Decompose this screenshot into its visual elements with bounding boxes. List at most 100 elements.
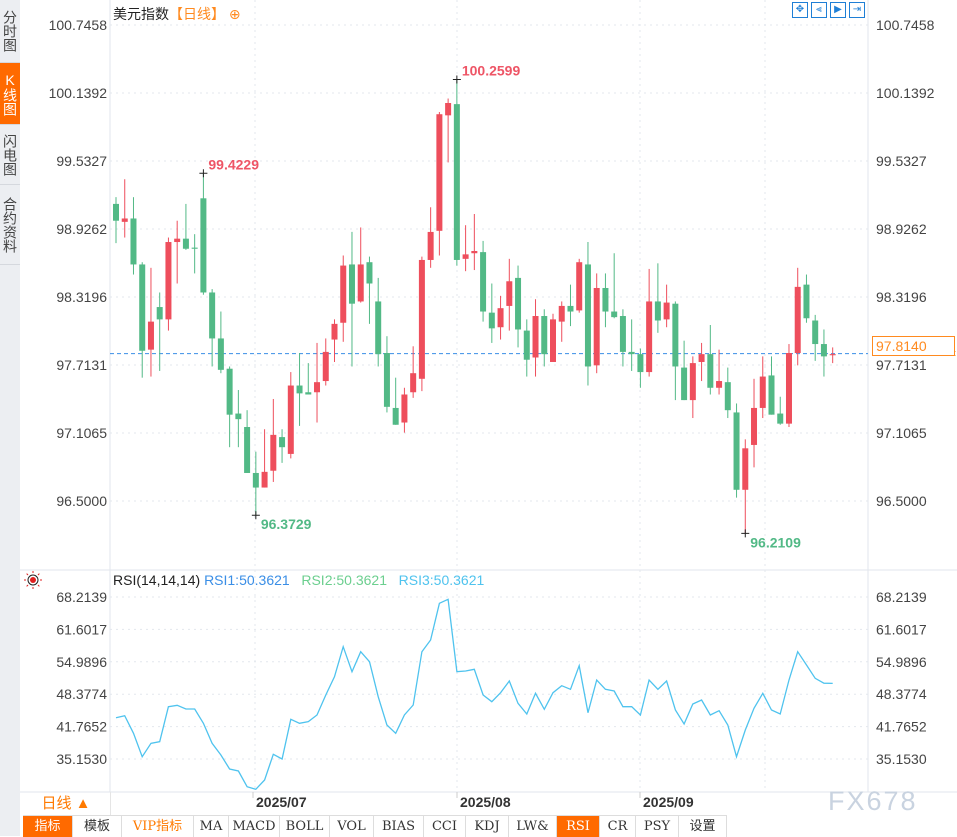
price-axis-label-left: 100.7458: [49, 17, 108, 33]
candle-body: [314, 382, 321, 393]
rsi-axis-label-left: 35.1530: [56, 751, 107, 767]
candle-body: [751, 407, 758, 445]
sun-icon-ray: [26, 573, 29, 576]
date-label: 2025/08: [460, 794, 511, 810]
candle-body: [235, 413, 242, 420]
candle-body: [217, 338, 224, 370]
candle-body: [366, 262, 373, 284]
grid: [20, 0, 957, 798]
indicator-tab-3[interactable]: MA: [194, 816, 229, 837]
sun-icon-ray: [37, 584, 40, 587]
candle-body: [515, 277, 522, 330]
candle-body: [681, 367, 688, 401]
candle-body: [139, 264, 146, 351]
rsi-axis-label-left: 61.6017: [56, 621, 107, 637]
move-icon[interactable]: ✥: [792, 2, 808, 18]
candle-body: [113, 203, 119, 221]
indicator-tab-13[interactable]: PSY: [636, 816, 679, 837]
candle-body: [331, 323, 338, 340]
indicator-tab-9[interactable]: KDJ: [466, 816, 509, 837]
candle-body: [541, 316, 548, 355]
zoom-start-icon[interactable]: ⫷: [811, 2, 827, 18]
indicator-tab-12[interactable]: CR: [600, 816, 636, 837]
sun-icon-ring: [27, 574, 39, 586]
indicator-tab-1[interactable]: 模板: [73, 816, 122, 837]
candle-body: [628, 351, 635, 355]
indicator-tab-0[interactable]: 指标: [23, 816, 73, 837]
chart-title: 美元指数【日线】 ⊕: [113, 4, 241, 24]
candle-body: [462, 254, 469, 259]
candle-body: [209, 292, 216, 339]
candle-body: [794, 286, 801, 354]
candle-body: [453, 104, 460, 260]
price-axis-label-left: 98.9262: [56, 221, 107, 237]
indicator-tabs: 指标 模板 VIP指标 MA MACD BOLL VOL BIAS CCI KDJ LW& RSI CR…: [23, 815, 727, 837]
candle-body: [121, 218, 128, 222]
candle-body: [392, 407, 399, 425]
rsi-legend: RSI(14,14,14) RSI1:50.3621 RSI2:50.3621 …: [113, 572, 484, 588]
rsi-title: RSI(14,14,14): [113, 572, 201, 588]
candle-body: [130, 218, 137, 265]
high-annotation: 99.4229: [208, 156, 259, 172]
candle-body: [523, 330, 530, 360]
play-icon[interactable]: ▶: [830, 2, 846, 18]
candle-body: [716, 381, 723, 388]
candle-body: [147, 321, 154, 350]
indicator-tab-2[interactable]: VIP指标: [122, 816, 194, 837]
candle-body: [689, 363, 696, 401]
candle-body: [654, 301, 661, 321]
candle-body: [279, 437, 286, 448]
rsi-axis-label-right: 61.6017: [876, 621, 927, 637]
tab-kline[interactable]: K线图: [0, 63, 20, 125]
indicator-tab-10[interactable]: LW&: [509, 816, 557, 837]
view-tabs: 分时图 K线图 闪电图 合约资料: [0, 0, 20, 836]
price-axis-label-right: 96.5000: [876, 493, 927, 509]
candle-body: [200, 198, 207, 293]
plus-circle-icon[interactable]: ⊕: [228, 6, 241, 22]
tab-time-sharing[interactable]: 分时图: [0, 0, 20, 63]
indicator-tab-11[interactable]: RSI: [557, 816, 600, 837]
tab-contract-info[interactable]: 合约资料: [0, 185, 20, 265]
jump-to-end-icon[interactable]: ⇥: [849, 2, 865, 18]
rsi-axis-label-left: 68.2139: [56, 589, 107, 605]
candle-body: [724, 382, 731, 411]
tab-flash-chart[interactable]: 闪电图: [0, 125, 20, 185]
candle-body: [445, 103, 452, 116]
candle-body: [567, 305, 574, 312]
candle-body: [820, 344, 827, 357]
indicator-tab-5[interactable]: BOLL: [280, 816, 330, 837]
indicator-tab-4[interactable]: MACD: [229, 816, 280, 837]
candle-body: [427, 231, 434, 260]
candle-body: [663, 302, 670, 320]
rsi2-value: RSI2:50.3621: [301, 572, 387, 588]
candle-body: [558, 305, 565, 322]
candle-body: [584, 264, 591, 367]
period-button[interactable]: 日线 ▲: [22, 792, 111, 815]
price-axis-label-right: 100.7458: [876, 17, 935, 33]
indicator-tab-14[interactable]: 设置: [679, 816, 727, 837]
period-label[interactable]: 【日线】: [169, 6, 225, 22]
high-annotation: 100.2599: [462, 62, 521, 78]
candle-body: [480, 252, 487, 312]
date-label: 2025/07: [256, 794, 307, 810]
candle-body: [698, 354, 705, 362]
candle-body: [506, 281, 513, 306]
rsi3-value: RSI3:50.3621: [398, 572, 485, 588]
candle-body: [759, 376, 766, 408]
indicator-tab-8[interactable]: CCI: [424, 816, 466, 837]
rsi-axis-label-right: 48.3774: [876, 686, 927, 702]
chart-toolbar: ✥ ⫷ ▶ ⇥: [792, 2, 865, 18]
price-axis-label-right: 98.9262: [876, 221, 927, 237]
candle-body: [165, 242, 172, 320]
candle-body: [829, 354, 836, 356]
candle-body: [593, 287, 600, 366]
candle-body: [270, 434, 277, 471]
indicator-tab-6[interactable]: VOL: [330, 816, 374, 837]
current-price-tag: 97.8140: [872, 336, 955, 356]
date-label: 2025/09: [643, 794, 694, 810]
candle-body: [287, 385, 294, 454]
indicator-tab-7[interactable]: BIAS: [374, 816, 424, 837]
candle-body: [602, 287, 609, 312]
candle-body: [244, 427, 251, 473]
